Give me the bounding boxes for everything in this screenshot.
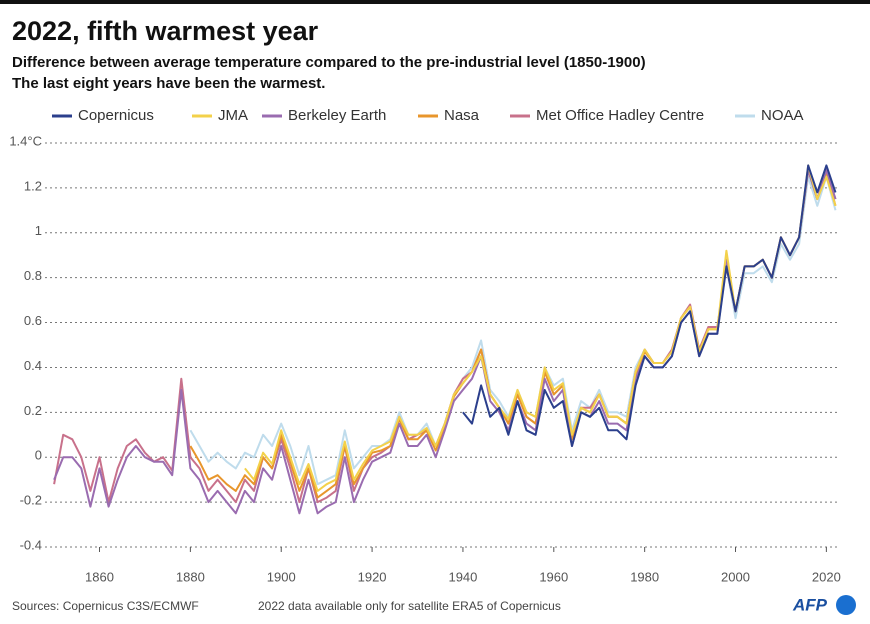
legend-label: Berkeley Earth [288,107,386,124]
chart-subtitle: The last eight years have been the warme… [12,75,325,92]
x-tick-label: 1920 [358,569,387,584]
y-tick-label: 0.4 [24,358,42,373]
legend-label: JMA [218,107,248,124]
series-line [53,168,837,504]
y-tick-label: 0 [35,448,42,463]
x-tick-label: 1980 [630,569,659,584]
x-tick-label: 1960 [539,569,568,584]
y-tick-label: 1.4°C [9,133,42,148]
legend-label: Copernicus [78,107,154,124]
x-tick-label: 1900 [267,569,296,584]
source: Sources: Copernicus C3S/ECMWF [12,599,199,613]
series-line [53,168,837,515]
y-tick-label: 1 [35,223,42,238]
y-tick-label: -0.4 [20,537,42,552]
series-line [189,175,837,486]
y-tick-label: 1.2 [24,178,42,193]
legend-label: Met Office Hadley Centre [536,107,704,124]
x-tick-label: 1940 [448,569,477,584]
series-line [244,164,837,492]
x-tick-label: 2000 [721,569,750,584]
top-bar [0,0,870,4]
x-tick-label: 2020 [812,569,841,584]
y-tick-label: -0.2 [20,493,42,508]
x-tick-label: 1880 [176,569,205,584]
legend-label: Nasa [444,107,480,124]
y-tick-label: 0.6 [24,313,42,328]
note: 2022 data available only for satellite E… [258,599,561,613]
chart-subtitle: Difference between average temperature c… [12,54,646,71]
logo: AFP [792,595,828,614]
y-tick-label: 0.8 [24,268,42,283]
x-tick-label: 1860 [85,569,114,584]
series-line [462,164,837,447]
legend-label: NOAA [761,107,804,124]
logo-circle [836,595,856,615]
y-tick-label: 0.2 [24,403,42,418]
chart-title: 2022, fifth warmest year [12,16,319,46]
